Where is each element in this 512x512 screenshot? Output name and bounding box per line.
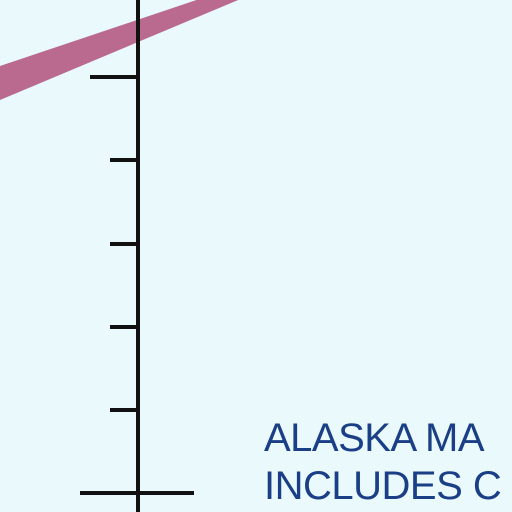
caption-line-2: INCLUDES C <box>264 464 502 508</box>
caption-line-1: ALASKA MA <box>264 416 485 460</box>
pink-diagonal-band <box>0 0 239 100</box>
